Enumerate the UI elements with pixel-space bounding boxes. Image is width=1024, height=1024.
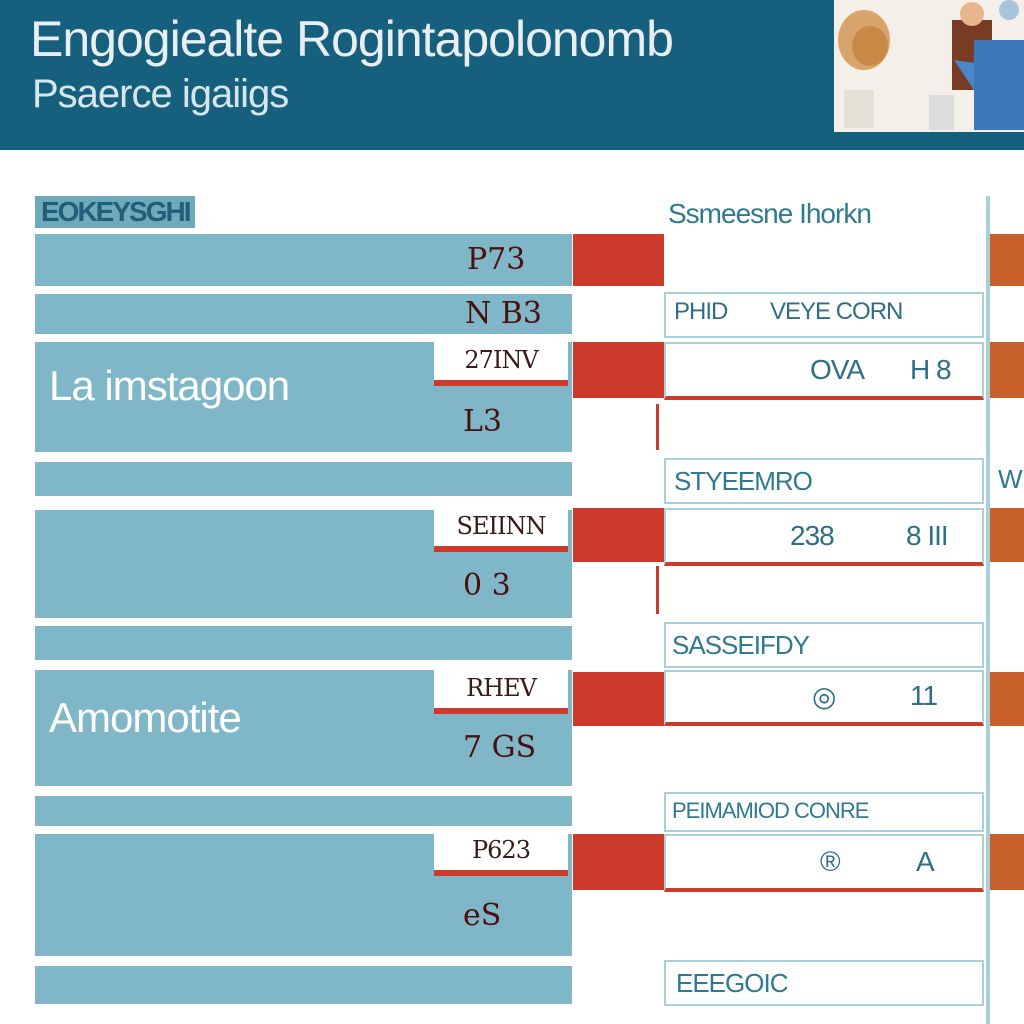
left-row-8 [35, 796, 572, 826]
right-row-2: OVA H 8 [664, 342, 984, 400]
page-title: Engogiealte Rogintapolonomb [30, 11, 674, 67]
left-row-1: P73 [35, 234, 572, 286]
right-row-5-a: SASSEIFDY [672, 630, 810, 660]
right-row-2-a: OVA [810, 354, 865, 385]
left-row-9-value: eS [463, 898, 502, 933]
right-row-1: PHID VEYE CORN [664, 292, 984, 338]
left-row-3-label: La imstagoon [49, 362, 290, 409]
right-row-8-b: A [916, 846, 935, 877]
right-row-7: PEIMAMIOD CONRE [664, 792, 984, 832]
edge-marker-5 [990, 834, 1024, 890]
left-row-2: N B3 [35, 294, 572, 334]
left-row-3-value: L3 [463, 404, 503, 439]
right-row-6-b: 11 [910, 680, 938, 711]
left-row-1-value: P73 [467, 242, 526, 277]
left-row-6 [35, 626, 572, 660]
red-marker-1 [573, 234, 664, 286]
left-row-7-value: 7 GS [463, 730, 537, 765]
right-row-4-a: 238 [790, 520, 835, 551]
right-row-8: ® A [664, 834, 984, 892]
right-row-5: SASSEIFDY [664, 622, 984, 668]
edge-marker-2 [990, 342, 1024, 398]
right-row-3-a: STYEEMRO [674, 466, 813, 496]
left-row-3-tag: 27INV [434, 342, 568, 386]
edge-letter-1: W [998, 464, 1023, 494]
right-row-7-a: PEIMAMIOD CONRE [672, 798, 869, 823]
red-tick-1 [656, 404, 659, 450]
red-marker-3 [573, 508, 664, 562]
right-section-title: Ssmeesne Ihorkn [668, 198, 872, 229]
red-marker-4 [573, 672, 664, 726]
red-tick-2 [656, 566, 659, 614]
right-row-9-a: EEEGOIC [676, 968, 788, 998]
left-row-5-value: 0 3 [463, 568, 511, 603]
edge-marker-1 [990, 234, 1024, 286]
header-photo [834, 0, 1024, 132]
left-row-7-tag: RHEV [434, 670, 568, 714]
right-row-8-a: ® [820, 846, 841, 877]
right-edge-divider [986, 196, 990, 1024]
right-row-4: 238 8 III [664, 508, 984, 566]
right-row-1-b: VEYE CORN [770, 298, 903, 325]
right-row-6-a: ◎ [812, 681, 836, 712]
left-row-5-tag: SEIINN [434, 508, 568, 552]
header-banner: Engogiealte Rogintapolonomb Psaerce igai… [0, 0, 1024, 150]
edge-marker-3 [990, 508, 1024, 562]
right-row-4-b: 8 III [906, 520, 949, 551]
left-row-7-label: Amomotite [49, 694, 242, 741]
left-row-4 [35, 462, 572, 496]
left-row-9-tag: P623 [434, 832, 568, 876]
right-row-2-b: H 8 [910, 354, 952, 385]
red-marker-5 [573, 834, 664, 890]
edge-marker-4 [990, 672, 1024, 726]
right-row-1-a: PHID [674, 298, 728, 325]
right-row-3: STYEEMRO [664, 458, 984, 504]
page-subtitle: Psaerce igaiigs [32, 72, 289, 116]
left-section-title: EOKEYSGHI [35, 196, 196, 228]
illustration-image [834, 0, 1024, 132]
left-row-2-value: N B3 [465, 296, 542, 331]
left-row-10 [35, 966, 572, 1004]
red-marker-2 [573, 342, 664, 398]
right-row-6: ◎ 11 [664, 670, 984, 726]
right-row-9: EEEGOIC [664, 960, 984, 1006]
